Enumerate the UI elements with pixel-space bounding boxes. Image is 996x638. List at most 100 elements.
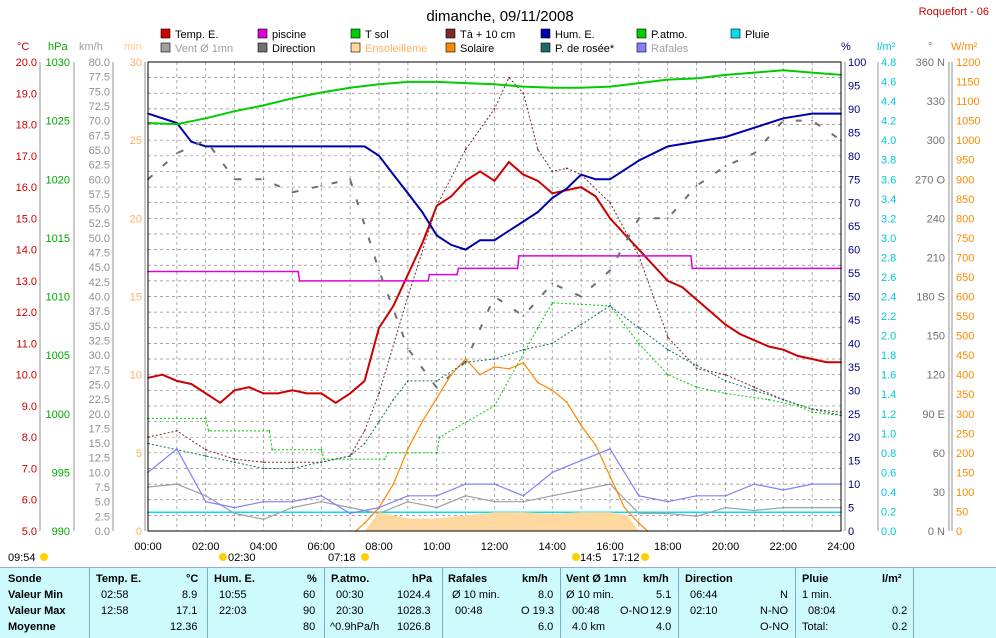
data-point	[204, 448, 207, 451]
data-point	[297, 270, 299, 273]
kmh-tick-label: 2.5	[95, 511, 110, 523]
data-point	[753, 152, 756, 155]
x-tick-label: 14:00	[538, 541, 566, 553]
lm2-tick-label: 0.0	[881, 526, 896, 538]
x-tick-label: 12:00	[481, 541, 509, 553]
data-point	[176, 380, 178, 382]
wm2-tick-label: 50	[956, 506, 968, 518]
data-point	[349, 178, 351, 181]
legend-label: Ensoleilleme	[365, 43, 427, 55]
data-point	[363, 380, 366, 382]
data-point	[580, 173, 582, 176]
data-point	[508, 229, 510, 232]
data-point	[580, 295, 582, 298]
temp-tick-label: 17.0	[16, 151, 37, 163]
wm2-tick-label: 1000	[956, 135, 980, 147]
wm2-tick-label: 1100	[956, 96, 980, 108]
pluie-head: Pluie	[802, 573, 829, 585]
data-point	[479, 239, 481, 242]
legend-label: P. de rosée*	[555, 43, 615, 55]
vent-r1-label: Ø 10 min.	[566, 589, 614, 601]
kmh-tick-label: 0.0	[95, 526, 110, 538]
data-point	[233, 110, 236, 113]
data-point	[690, 255, 692, 257]
kmh-tick-label: 77.5	[89, 72, 110, 84]
series-layer	[147, 69, 842, 532]
dir-r2-time: 02:10	[690, 605, 718, 617]
data-point	[536, 326, 539, 329]
data-point	[493, 239, 496, 242]
kmh-tick-label: 45.0	[89, 262, 110, 274]
weather-chart: dimanche, 09/11/2008 Roquefort - 06 °C h…	[8, 6, 989, 564]
data-point	[724, 380, 727, 382]
vent-r2-val: 12.9	[650, 605, 672, 617]
wm2-tick-label: 1200	[956, 57, 980, 69]
data-point	[349, 145, 351, 148]
wm2-tick-label: 350	[956, 389, 974, 401]
moonset-label: 09:54	[8, 552, 36, 564]
data-point	[363, 522, 366, 525]
unit-hpa: hPa	[48, 41, 68, 53]
data-point	[695, 298, 698, 301]
data-point	[277, 392, 279, 395]
unit-min: min	[124, 41, 142, 53]
unit-pct: %	[841, 41, 851, 53]
data-point	[435, 81, 438, 83]
data-point	[594, 195, 597, 198]
data-point	[233, 512, 236, 515]
astro-markers: 09:54 02:30 07:18 14:5 17:12	[8, 552, 649, 564]
data-point	[551, 197, 554, 199]
vent-unit: km/h	[643, 573, 669, 585]
data-point	[753, 71, 756, 74]
data-point	[349, 86, 351, 89]
min-tick-label: 5	[136, 448, 142, 460]
data-point	[811, 71, 813, 74]
data-point	[204, 392, 207, 395]
deg-tick-label: 270 O	[915, 174, 945, 186]
data-point	[305, 392, 308, 395]
kmh-tick-label: 32.5	[89, 335, 110, 347]
kmh-tick-label: 35.0	[89, 321, 110, 333]
data-point	[464, 82, 467, 84]
unit-deg: °	[928, 41, 932, 53]
pct-tick-label: 35	[848, 362, 860, 374]
data-point	[464, 248, 467, 251]
data-point	[450, 195, 453, 198]
wm2-tick-label: 1150	[956, 77, 980, 89]
data-point	[421, 211, 424, 214]
data-point	[457, 267, 460, 270]
hpa-tick-label: 1020	[46, 174, 70, 186]
data-point	[407, 192, 409, 195]
lm2-tick-label: 3.6	[881, 174, 896, 186]
legend-label: Pluie	[745, 29, 769, 41]
data-point	[204, 417, 207, 420]
kmh-tick-label: 65.0	[89, 145, 110, 157]
data-point	[204, 494, 207, 497]
kmh-tick-label: 67.5	[89, 130, 110, 142]
wm2-tick-label: 450	[956, 350, 974, 362]
temp-tick-label: 19.0	[16, 88, 37, 100]
data-point	[522, 220, 525, 223]
data-point	[298, 280, 301, 282]
x-tick-label: 24:00	[827, 541, 855, 553]
wm2-tick-label: 200	[956, 448, 974, 460]
data-point	[580, 186, 582, 189]
data-point	[580, 323, 582, 326]
data-point	[190, 383, 193, 385]
data-point	[594, 178, 597, 181]
kmh-tick-label: 7.5	[95, 482, 110, 494]
lm2-tick-label: 4.4	[881, 96, 896, 108]
pct-tick-label: 80	[848, 151, 860, 163]
legend-label: P.atmo.	[651, 29, 688, 41]
data-point	[580, 489, 582, 491]
data-point	[320, 392, 323, 395]
row-label-avg: Moyenne	[8, 621, 56, 633]
grid	[148, 62, 841, 531]
data-point	[291, 461, 294, 464]
pct-tick-label: 45	[848, 315, 860, 327]
lm2-tick-label: 2.8	[881, 252, 896, 264]
data-point	[623, 233, 626, 235]
wm2-tick-label: 600	[956, 292, 974, 304]
data-point	[363, 430, 366, 432]
kmh-tick-label: 47.5	[89, 248, 110, 260]
